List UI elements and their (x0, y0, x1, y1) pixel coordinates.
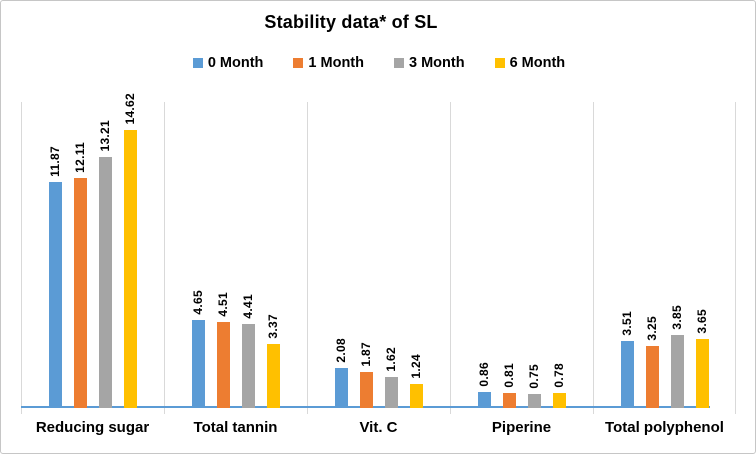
legend-swatch-icon (394, 58, 404, 68)
bar-group-reducing-sugar: 11.87 12.11 13.21 14.62 (21, 93, 164, 414)
category-label: Total polyphenol (605, 419, 724, 436)
bar-0-month (478, 392, 491, 408)
bar-value-label: 1.24 (408, 354, 423, 379)
bar-value-label: 3.37 (265, 314, 280, 339)
bar-1-month (646, 346, 659, 408)
category-label: Vit. C (359, 419, 398, 436)
legend-swatch-icon (192, 58, 203, 68)
legend-label: 3 Month (409, 55, 465, 71)
gridline (593, 102, 594, 414)
gridline (450, 102, 451, 414)
gridline (735, 102, 736, 414)
bar-value-label: 14.62 (122, 93, 137, 125)
bar-3-month (385, 377, 398, 408)
gridline (307, 102, 308, 414)
bar-1-month (360, 372, 373, 408)
bar-value-label: 1.62 (383, 347, 398, 372)
legend-swatch-icon (494, 58, 505, 68)
gridline (164, 102, 165, 414)
bar-value-label: 4.51 (215, 292, 230, 317)
legend-item-3-month: 3 Month (394, 55, 465, 71)
legend: 0 Month 1 Month 3 Month 6 Month (1, 55, 755, 71)
bar-0-month (49, 182, 62, 408)
bar-value-label: 4.65 (190, 290, 205, 315)
bar-group-total-tannin: 4.65 4.51 4.41 3.37 (164, 102, 307, 414)
bar-group-piperine: 0.86 0.81 0.75 0.78 (450, 102, 593, 414)
bar-1-month (503, 393, 516, 408)
bar-value-label: 3.51 (619, 311, 634, 336)
bar-value-label: 12.11 (72, 142, 87, 173)
bar-value-label: 3.65 (694, 309, 709, 334)
legend-label: 0 Month (207, 55, 264, 71)
bar-value-label: 0.75 (526, 364, 541, 389)
category-label: Reducing sugar (35, 419, 150, 436)
legend-label: 6 Month (509, 55, 566, 71)
bar-value-label: 0.78 (551, 363, 566, 388)
bar-value-label: 1.87 (358, 342, 373, 367)
bar-6-month (410, 384, 423, 408)
bar-3-month (671, 335, 684, 408)
legend-item-6-month: 6 Month (494, 55, 566, 71)
bar-0-month (335, 368, 348, 408)
legend-label: 1 Month (308, 55, 364, 71)
bar-1-month (74, 178, 87, 408)
gridline (21, 102, 22, 414)
bar-value-label: 2.08 (333, 338, 348, 363)
bar-0-month (621, 341, 634, 408)
bar-value-label: 0.86 (476, 362, 491, 387)
bar-3-month (242, 324, 255, 408)
category-label: Piperine (491, 419, 552, 436)
bar-group-total-polyphenol: 3.51 3.25 3.85 3.65 (593, 102, 736, 414)
bar-value-label: 4.41 (240, 294, 255, 319)
bar-value-label: 3.25 (644, 316, 659, 341)
bar-value-label: 0.81 (501, 363, 516, 388)
bar-6-month (267, 344, 280, 408)
bar-0-month (192, 320, 205, 408)
legend-item-0-month: 0 Month (192, 55, 264, 71)
category-label: Total tannin (193, 419, 278, 436)
bar-6-month (124, 130, 137, 408)
bar-3-month (99, 157, 112, 408)
bar-group-vit-c: 2.08 1.87 1.62 1.24 (307, 102, 450, 414)
bar-6-month (553, 393, 566, 408)
bar-3-month (528, 394, 541, 408)
chart-title: Stability data* of SL (264, 12, 438, 32)
bar-value-label: 3.85 (669, 305, 684, 330)
legend-swatch-icon (293, 58, 304, 68)
category-axis-labels: Reducing sugar Total tannin Vit. C Piperine… (21, 419, 737, 443)
bar-6-month (696, 339, 709, 408)
legend-item-1-month: 1 Month (293, 55, 364, 71)
bar-1-month (217, 322, 230, 408)
plot-area: 11.87 12.11 13.21 14.62 4.65 4.51 4.41 3.37 2.08… (21, 93, 737, 414)
bar-value-label: 13.21 (97, 120, 112, 152)
bar-value-label: 11.87 (47, 146, 62, 177)
